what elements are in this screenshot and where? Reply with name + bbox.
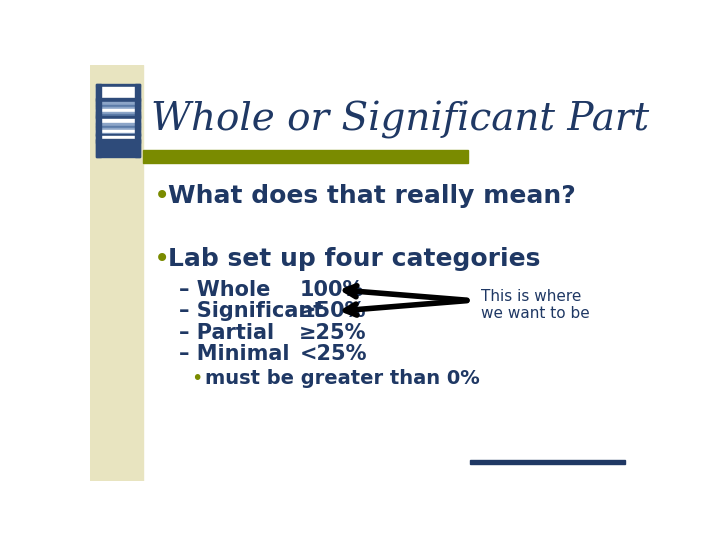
Text: Lab set up four categories: Lab set up four categories bbox=[168, 247, 540, 271]
Bar bbox=[143, 150, 468, 164]
Text: TURI: TURI bbox=[103, 87, 132, 98]
Text: 100%: 100% bbox=[300, 280, 364, 300]
Bar bbox=[96, 98, 140, 101]
Text: <25%: <25% bbox=[300, 345, 366, 364]
Bar bbox=[96, 123, 140, 125]
Text: This is where
we want to be: This is where we want to be bbox=[482, 289, 590, 321]
Bar bbox=[96, 112, 140, 113]
Bar bbox=[135, 84, 140, 157]
Bar bbox=[96, 128, 140, 130]
Text: ≥25%: ≥25% bbox=[300, 323, 366, 343]
Text: – Whole: – Whole bbox=[179, 280, 271, 300]
Bar bbox=[469, 460, 625, 464]
Bar bbox=[96, 130, 140, 132]
Text: – Partial: – Partial bbox=[179, 323, 274, 343]
Text: What does that really mean?: What does that really mean? bbox=[168, 184, 575, 208]
Bar bbox=[96, 136, 140, 139]
Bar bbox=[96, 105, 140, 106]
Text: •: • bbox=[153, 181, 170, 210]
Text: – Minimal: – Minimal bbox=[179, 345, 289, 364]
Bar bbox=[90, 65, 143, 481]
Bar bbox=[96, 87, 140, 98]
Bar bbox=[96, 116, 140, 118]
Bar bbox=[96, 139, 140, 143]
Text: ≥50%: ≥50% bbox=[300, 301, 366, 321]
Text: Whole or Significant Part: Whole or Significant Part bbox=[151, 101, 649, 139]
Bar bbox=[96, 134, 140, 137]
Text: •: • bbox=[191, 369, 202, 388]
Text: must be greater than 0%: must be greater than 0% bbox=[204, 369, 480, 388]
Bar bbox=[96, 132, 140, 134]
Text: – Significant: – Significant bbox=[179, 301, 323, 321]
Text: •: • bbox=[153, 245, 170, 273]
Bar bbox=[96, 107, 140, 109]
Bar bbox=[96, 119, 140, 122]
Bar bbox=[96, 84, 101, 157]
Bar bbox=[96, 102, 140, 104]
Bar bbox=[96, 114, 140, 116]
Bar bbox=[96, 126, 140, 127]
Bar bbox=[96, 84, 140, 157]
Bar bbox=[96, 110, 140, 111]
